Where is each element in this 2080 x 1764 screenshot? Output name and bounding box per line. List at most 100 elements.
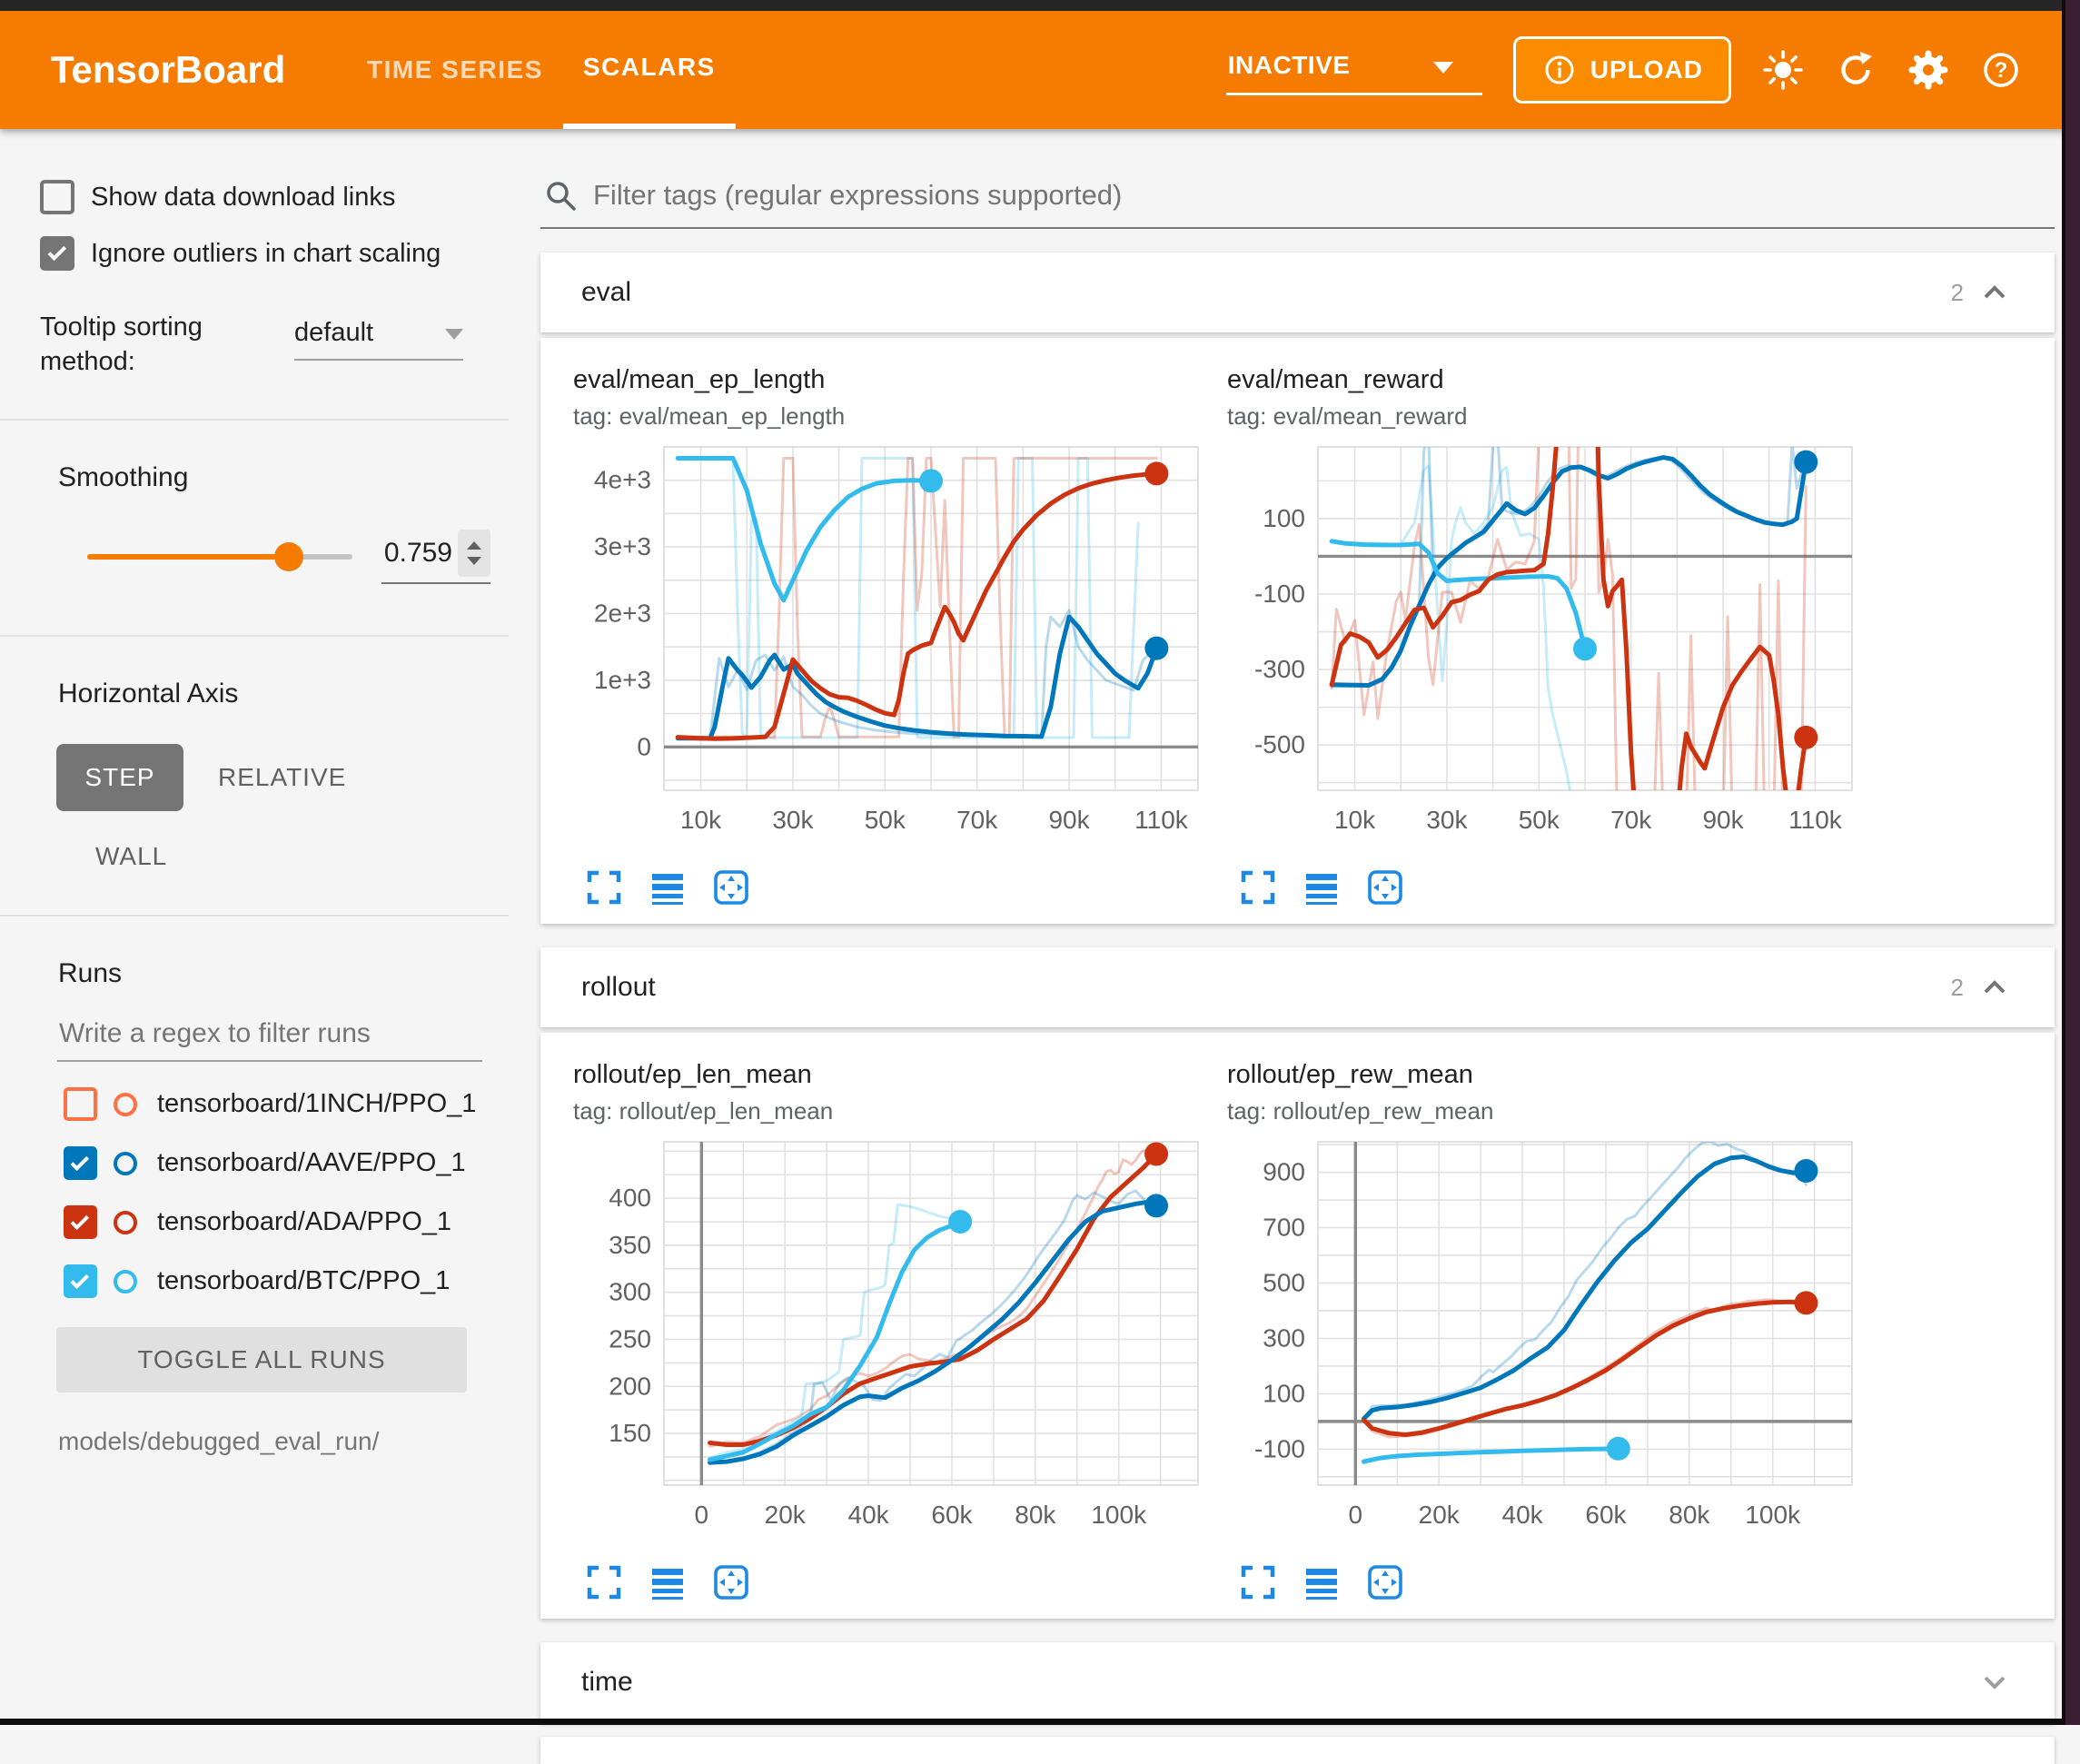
tab-time-series[interactable]: TIME SERIES bbox=[347, 11, 563, 129]
status-dropdown[interactable]: INACTIVE bbox=[1226, 45, 1482, 95]
svg-text:100: 100 bbox=[1263, 1379, 1305, 1407]
app-header: TensorBoard TIME SERIES SCALARS INACTIVE… bbox=[0, 11, 2080, 129]
section-time-header[interactable]: time bbox=[540, 1642, 2055, 1722]
stepper-down-icon[interactable] bbox=[467, 557, 481, 565]
section-title: rollout bbox=[581, 972, 1951, 1003]
brightness-toggle-button[interactable] bbox=[1762, 49, 1804, 91]
svg-text:3e+3: 3e+3 bbox=[594, 532, 651, 560]
run-row-aave[interactable]: tensorboard/AAVE/PPO_1 bbox=[64, 1146, 509, 1180]
collapse-icon[interactable] bbox=[1978, 971, 2011, 1004]
fit-domain-icon[interactable] bbox=[1365, 867, 1405, 907]
divider bbox=[0, 915, 509, 917]
svg-text:20k: 20k bbox=[765, 1501, 807, 1529]
chevron-down-icon bbox=[1433, 62, 1453, 74]
chart-tag: tag: rollout/ep_rew_mean bbox=[1227, 1097, 1863, 1125]
section-rollout-header[interactable]: rollout 2 bbox=[540, 947, 2055, 1027]
chart-toolbar bbox=[573, 1562, 1209, 1602]
screen-bottom-strip bbox=[0, 1719, 2080, 1725]
run-color-radio[interactable] bbox=[114, 1093, 137, 1116]
show-download-links-row[interactable]: Show data download links bbox=[40, 180, 509, 214]
upload-button[interactable]: UPLOAD bbox=[1513, 36, 1731, 104]
chart-toolbar bbox=[573, 867, 1209, 907]
svg-text:-300: -300 bbox=[1254, 655, 1305, 683]
section-eval-header[interactable]: eval 2 bbox=[540, 253, 2055, 332]
checkbox-unchecked[interactable] bbox=[40, 180, 74, 214]
run-color-radio[interactable] bbox=[114, 1152, 137, 1175]
svg-text:300: 300 bbox=[609, 1278, 651, 1306]
smoothing-slider[interactable] bbox=[87, 554, 352, 560]
number-stepper[interactable] bbox=[458, 530, 490, 577]
fit-domain-icon[interactable] bbox=[711, 867, 751, 907]
info-icon bbox=[1541, 52, 1578, 88]
tag-filter-input[interactable] bbox=[593, 179, 2051, 212]
runs-regex-input[interactable] bbox=[57, 1013, 482, 1062]
data-table-icon[interactable] bbox=[648, 867, 688, 907]
tooltip-sorting-select[interactable]: default bbox=[294, 318, 463, 361]
smoothing-value-field[interactable]: 0.759 bbox=[381, 530, 490, 584]
brightness-icon bbox=[1762, 49, 1804, 91]
checkbox-checked[interactable] bbox=[40, 236, 74, 271]
svg-text:100k: 100k bbox=[1091, 1501, 1147, 1529]
run-label: tensorboard/BTC/PPO_1 bbox=[157, 1266, 450, 1296]
svg-text:10k: 10k bbox=[680, 806, 722, 834]
collapse-icon[interactable] bbox=[1978, 276, 2011, 309]
run-color-radio[interactable] bbox=[114, 1270, 137, 1293]
svg-text:700: 700 bbox=[1263, 1214, 1305, 1242]
run-checkbox[interactable] bbox=[64, 1146, 97, 1180]
check-icon bbox=[71, 1271, 90, 1290]
expand-card-icon[interactable] bbox=[584, 1562, 624, 1602]
run-color-radio[interactable] bbox=[114, 1211, 137, 1234]
svg-text:10k: 10k bbox=[1334, 806, 1376, 834]
smoothing-value: 0.759 bbox=[381, 538, 452, 569]
svg-text:350: 350 bbox=[609, 1231, 651, 1259]
svg-text:50k: 50k bbox=[1519, 806, 1560, 834]
section-rollout: rollout 2 rollout/ep_len_mean tag: rollo… bbox=[540, 947, 2055, 1619]
svg-text:1e+3: 1e+3 bbox=[594, 666, 651, 694]
slider-fill bbox=[87, 554, 289, 560]
expand-card-icon[interactable] bbox=[584, 867, 624, 907]
axis-option-relative[interactable]: RELATIVE bbox=[218, 763, 346, 792]
divider bbox=[0, 635, 509, 637]
axis-option-wall[interactable]: WALL bbox=[95, 842, 509, 871]
chart-tag: tag: eval/mean_ep_length bbox=[573, 402, 1209, 431]
data-table-icon[interactable] bbox=[1302, 1562, 1342, 1602]
expand-card-icon[interactable] bbox=[1238, 1562, 1278, 1602]
checkbox-label: Show data download links bbox=[91, 183, 395, 213]
run-row-ada[interactable]: tensorboard/ADA/PPO_1 bbox=[64, 1205, 509, 1239]
scalar-chart-card: eval/mean_ep_length tag: eval/mean_ep_le… bbox=[573, 365, 1209, 907]
chevron-down-icon bbox=[445, 329, 463, 340]
svg-text:90k: 90k bbox=[1702, 806, 1744, 834]
run-row-btc[interactable]: tensorboard/BTC/PPO_1 bbox=[64, 1264, 509, 1298]
ignore-outliers-row[interactable]: Ignore outliers in chart scaling bbox=[40, 236, 509, 271]
expand-card-icon[interactable] bbox=[1238, 867, 1278, 907]
run-row-1inch[interactable]: tensorboard/1INCH/PPO_1 bbox=[64, 1087, 509, 1121]
next-section-card-partial bbox=[540, 1737, 2055, 1764]
scalar-chart-card: eval/mean_reward tag: eval/mean_reward 1… bbox=[1227, 365, 1863, 907]
expand-icon[interactable] bbox=[1978, 1666, 2011, 1699]
refresh-button[interactable] bbox=[1835, 49, 1877, 91]
svg-text:300: 300 bbox=[1263, 1323, 1305, 1352]
axis-option-step[interactable]: STEP bbox=[56, 744, 183, 811]
help-button[interactable]: ? bbox=[1980, 49, 2022, 91]
settings-button[interactable] bbox=[1907, 49, 1949, 91]
run-checkbox[interactable] bbox=[64, 1205, 97, 1239]
data-table-icon[interactable] bbox=[1302, 867, 1342, 907]
tab-scalars[interactable]: SCALARS bbox=[563, 11, 736, 129]
svg-text:150: 150 bbox=[609, 1419, 651, 1447]
slider-thumb[interactable] bbox=[274, 542, 303, 571]
run-checkbox[interactable] bbox=[64, 1087, 97, 1121]
stepper-up-icon[interactable] bbox=[467, 541, 481, 550]
tooltip-sorting-label: Tooltip sorting method: bbox=[40, 311, 240, 379]
fit-domain-icon[interactable] bbox=[1365, 1562, 1405, 1602]
svg-text:80k: 80k bbox=[1669, 1501, 1710, 1529]
fit-domain-icon[interactable] bbox=[711, 1562, 751, 1602]
svg-text:100k: 100k bbox=[1745, 1501, 1801, 1529]
data-table-icon[interactable] bbox=[648, 1562, 688, 1602]
run-checkbox[interactable] bbox=[64, 1264, 97, 1298]
check-icon bbox=[47, 243, 66, 262]
toggle-all-runs-button[interactable]: TOGGLE ALL RUNS bbox=[56, 1327, 467, 1392]
